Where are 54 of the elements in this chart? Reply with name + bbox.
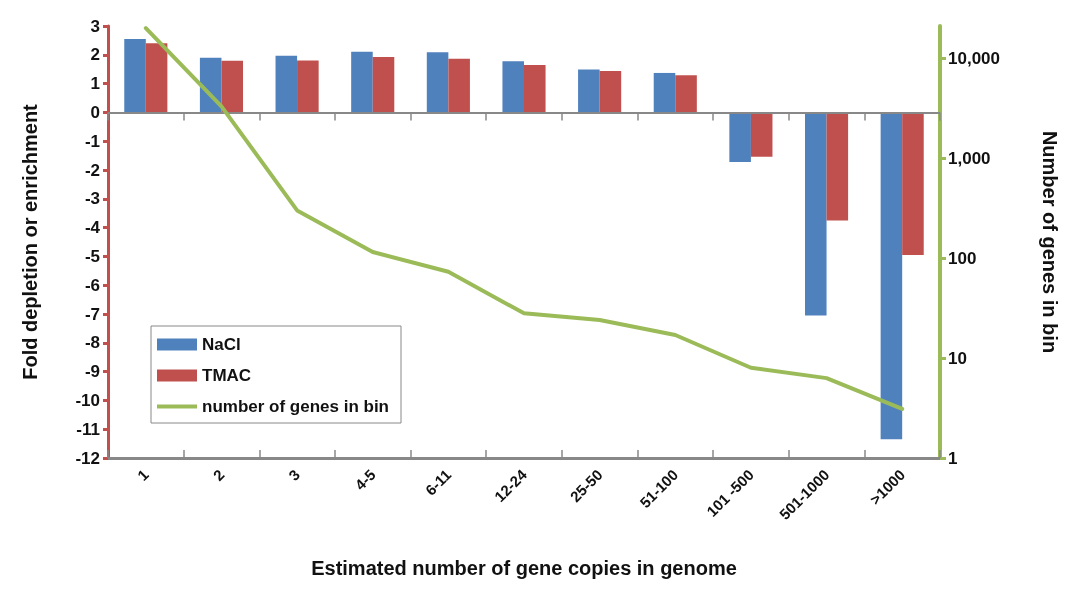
x-tick-label: 3 — [285, 465, 304, 484]
y2-tick-label: 10 — [948, 348, 967, 368]
y-tick-label: -7 — [84, 304, 100, 324]
x-tick-label: 2 — [209, 465, 228, 484]
y-tick-label: 1 — [90, 74, 100, 94]
bar — [675, 75, 697, 113]
bar — [275, 55, 298, 113]
y-tick-label: -8 — [84, 333, 100, 353]
bar — [826, 112, 849, 221]
bar — [221, 60, 244, 113]
bar — [502, 61, 524, 113]
bar — [804, 112, 827, 316]
bar — [297, 60, 319, 113]
bar — [524, 64, 546, 113]
y2-tick-label: 1,000 — [948, 148, 991, 168]
x-tick-label: 6-11 — [421, 465, 455, 499]
bar — [448, 58, 470, 113]
y-tick-label: -6 — [84, 275, 100, 295]
y-tick-label: 0 — [90, 102, 100, 122]
legend-label: NaCl — [202, 335, 241, 354]
bar — [145, 43, 168, 113]
y2-axis-title: Number of genes in bin — [1039, 130, 1061, 354]
y-tick-label: -11 — [76, 419, 100, 439]
bar — [578, 69, 600, 113]
y-tick-label: 2 — [90, 45, 100, 65]
y-tick-label: -4 — [84, 218, 101, 238]
bar — [653, 72, 676, 113]
y-tick-label: -12 — [75, 448, 100, 468]
y2-tick-label: 1 — [948, 448, 958, 468]
bar — [124, 38, 146, 113]
y-tick-label: -9 — [84, 362, 100, 382]
y-tick-label: 3 — [90, 16, 100, 36]
bar — [880, 112, 903, 440]
x-tick-label: 4-5 — [351, 465, 379, 494]
x-axis-title: Estimated number of gene copies in genome — [311, 557, 737, 579]
legend-label: number of genes in bin — [202, 397, 390, 416]
bar — [599, 70, 622, 113]
y-tick-label: -5 — [84, 246, 100, 266]
x-tick-label: 101 -500 — [703, 465, 757, 520]
bar — [902, 112, 924, 255]
x-tick-label: 1 — [133, 465, 152, 484]
y-tick-label: -1 — [84, 131, 100, 151]
bar — [750, 112, 773, 157]
bar — [729, 112, 751, 162]
y2-tick-label: 10,000 — [948, 48, 1000, 68]
y-tick-label: -3 — [84, 189, 100, 209]
y-tick-label: -2 — [84, 160, 100, 180]
legend-label: TMAC — [202, 366, 252, 385]
y2-tick-label: 100 — [948, 248, 977, 268]
bar — [351, 51, 373, 113]
bar — [426, 52, 449, 113]
bar — [372, 57, 395, 113]
y-axis-title: Fold depletion or enrichment — [19, 103, 41, 380]
y-tick-label: -10 — [75, 390, 100, 410]
